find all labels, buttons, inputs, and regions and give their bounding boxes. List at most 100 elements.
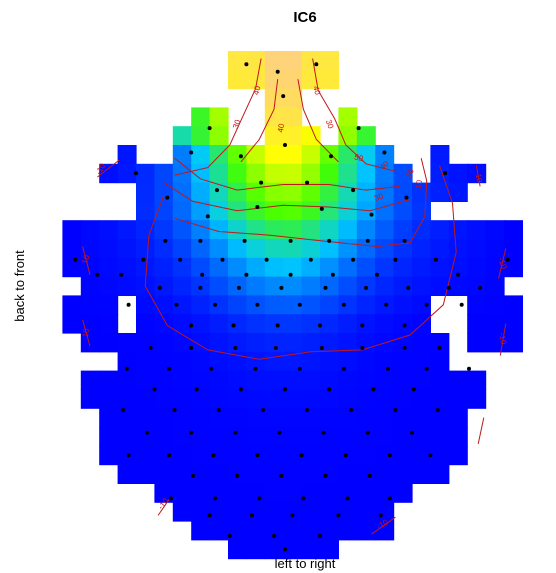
heatmap-cell <box>154 314 174 334</box>
heatmap-cell <box>375 464 395 484</box>
electrode-point <box>283 387 287 392</box>
heatmap-cell <box>448 389 468 409</box>
electrode-point <box>198 238 203 243</box>
heatmap-cell <box>264 351 284 372</box>
heatmap-cell <box>154 351 174 372</box>
heatmap-cell <box>264 539 284 560</box>
heatmap-cell <box>136 445 155 466</box>
heatmap-cell <box>504 333 523 353</box>
heatmap-cell <box>430 239 450 259</box>
heatmap-cell <box>485 295 505 315</box>
heatmap-cell <box>320 464 339 484</box>
heatmap-cell <box>246 69 266 90</box>
heatmap-cell <box>99 314 119 334</box>
heatmap-cell <box>154 464 174 484</box>
heatmap-cell <box>228 521 247 541</box>
heatmap-cell <box>228 408 247 428</box>
heatmap-cell <box>172 220 192 240</box>
heatmap-cell <box>338 145 358 165</box>
heatmap-cell <box>393 370 413 390</box>
heatmap-cell <box>209 333 229 353</box>
heatmap-cell <box>136 408 155 428</box>
heatmap-cell <box>375 351 395 372</box>
heatmap-cell <box>485 276 505 296</box>
electrode-point <box>283 547 287 552</box>
heatmap-cell <box>172 427 192 447</box>
heatmap-cell <box>283 370 303 390</box>
heatmap-cell <box>338 295 358 315</box>
heatmap-cell <box>191 126 211 146</box>
heatmap-cell <box>320 239 339 259</box>
heatmap-cell <box>154 408 174 428</box>
heatmap-cell <box>228 389 247 409</box>
electrode-point <box>375 272 379 277</box>
heatmap-cell <box>246 483 266 503</box>
electrode-point <box>233 346 238 350</box>
heatmap-cell <box>283 389 303 409</box>
heatmap-cell <box>172 389 192 409</box>
heatmap-cell <box>172 314 192 334</box>
electrode-point <box>200 272 205 277</box>
electrode-point <box>213 302 218 307</box>
electrode-point <box>456 272 460 277</box>
heatmap-cell <box>430 408 450 428</box>
heatmap-cell <box>191 201 211 221</box>
heatmap-cell <box>448 408 468 428</box>
electrode-point <box>402 238 407 243</box>
electrode-point <box>141 257 146 262</box>
heatmap-cell <box>136 201 155 221</box>
heatmap-cell <box>228 502 247 522</box>
heatmap-cell <box>246 464 266 484</box>
heatmap-cell <box>356 521 376 541</box>
contour-label: 30 <box>373 191 385 203</box>
heatmap-cell <box>283 69 303 90</box>
heatmap-cell <box>320 370 339 390</box>
electrode-point <box>174 302 179 307</box>
heatmap-cell <box>209 220 229 240</box>
heatmap-cell <box>117 145 137 165</box>
heatmap-cell <box>393 333 413 353</box>
heatmap-cell <box>504 239 523 259</box>
heatmap-cell <box>412 351 431 372</box>
electrode-point <box>478 285 483 290</box>
heatmap-cell <box>209 483 229 503</box>
electrode-point <box>327 387 332 392</box>
heatmap-cell <box>320 201 339 221</box>
electrode-point <box>189 430 194 435</box>
electrode-point <box>235 473 240 478</box>
heatmap-cell <box>283 257 303 278</box>
heatmap-cell <box>172 333 192 353</box>
heatmap-cell <box>209 351 229 372</box>
heatmap-cell <box>136 239 155 259</box>
heatmap-cell <box>191 163 211 184</box>
heatmap-cell <box>504 295 523 315</box>
heatmap-cell <box>154 370 174 390</box>
electrode-point <box>121 408 126 413</box>
heatmap-cell <box>80 276 100 296</box>
heatmap-cell <box>246 408 266 428</box>
heatmap-cell <box>191 502 211 522</box>
heatmap-cell <box>338 370 358 390</box>
heatmap-cell <box>264 295 284 315</box>
heatmap-cell <box>209 239 229 259</box>
electrode-point <box>406 285 411 290</box>
heatmap-cell <box>356 126 376 146</box>
heatmap-cell <box>356 408 376 428</box>
electrode-point <box>290 513 295 518</box>
heatmap-cell <box>467 276 487 296</box>
electrode-point <box>299 453 304 458</box>
electrode-point <box>238 154 243 159</box>
heatmap-cell <box>228 163 247 184</box>
electrode-point <box>253 366 258 371</box>
electrode-point <box>437 346 442 350</box>
heatmap-cell <box>320 483 339 503</box>
electrode-point <box>255 205 260 209</box>
heatmap-cell <box>172 464 192 484</box>
electrode-point <box>249 513 254 518</box>
electrode-point <box>157 285 162 290</box>
heatmap-cell <box>228 295 247 315</box>
heatmap-cell <box>209 389 229 409</box>
heatmap-cell <box>264 239 284 259</box>
heatmap-cell <box>136 370 155 390</box>
